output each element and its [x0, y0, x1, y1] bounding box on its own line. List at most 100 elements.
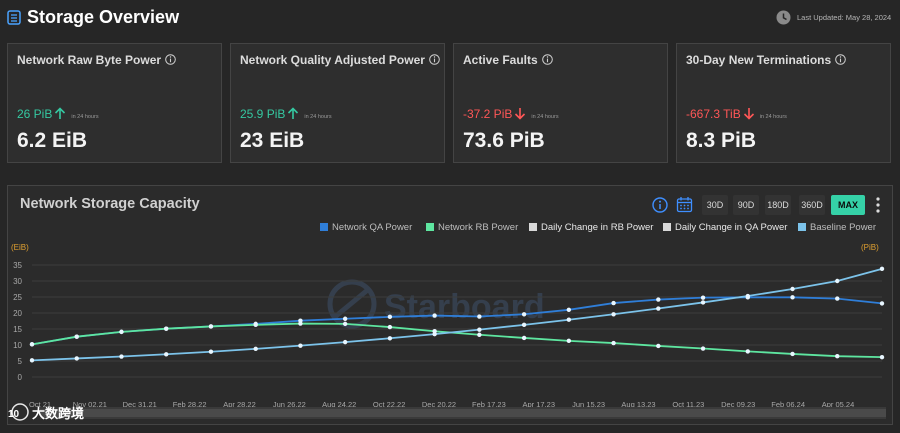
data-point[interactable] — [29, 342, 35, 347]
data-point[interactable] — [521, 322, 527, 328]
info-icon[interactable] — [541, 54, 553, 65]
data-point[interactable] — [74, 334, 79, 339]
data-point[interactable] — [298, 321, 303, 326]
data-point[interactable] — [745, 349, 750, 354]
data-point[interactable] — [835, 278, 840, 284]
data-point[interactable] — [879, 354, 885, 360]
data-point[interactable] — [298, 343, 303, 348]
change-value: -37.2 PiB — [463, 107, 513, 121]
data-point[interactable] — [611, 340, 616, 346]
data-point[interactable] — [342, 339, 348, 345]
data-point[interactable] — [521, 312, 527, 317]
data-point[interactable] — [700, 295, 706, 300]
legend-item-qa-power[interactable]: Network QA Power — [320, 222, 412, 233]
data-point[interactable] — [74, 356, 79, 361]
change-suffix: in 24 hours — [531, 114, 559, 120]
data-point[interactable] — [342, 316, 348, 321]
data-point[interactable] — [477, 332, 482, 337]
last-updated-text: Last Updated: May 28, 2024 — [797, 13, 892, 22]
data-point[interactable] — [566, 307, 572, 312]
legend-item-baseline-power[interactable]: Baseline Power — [798, 222, 876, 233]
data-point[interactable] — [835, 296, 840, 301]
legend-swatch — [320, 223, 328, 231]
range-button-90d[interactable]: 90D — [733, 195, 759, 215]
arrow-down-icon — [743, 108, 754, 120]
info-icon[interactable] — [429, 54, 440, 65]
data-point[interactable] — [119, 329, 124, 335]
data-point[interactable] — [790, 351, 795, 357]
data-point[interactable] — [253, 322, 258, 328]
legend-swatch — [529, 223, 537, 231]
change-value: 25.9 PiB — [240, 107, 286, 121]
data-point[interactable] — [700, 300, 706, 305]
legend-item-rb-power[interactable]: Network RB Power — [426, 222, 518, 233]
y-tick-label: 35 — [13, 261, 22, 270]
y-tick-label: 5 — [18, 357, 23, 366]
y-tick-label: 30 — [13, 277, 22, 286]
metric-value: 6.2 EiB — [17, 129, 88, 152]
data-point[interactable] — [432, 331, 437, 337]
data-point[interactable] — [611, 312, 616, 317]
data-point[interactable] — [521, 335, 527, 341]
data-point[interactable] — [879, 266, 885, 272]
data-point[interactable] — [253, 346, 258, 352]
data-point[interactable] — [656, 297, 661, 302]
data-point[interactable] — [879, 301, 885, 306]
page-title: Storage Overview — [27, 7, 180, 27]
data-point[interactable] — [387, 324, 393, 330]
calendar-icon[interactable] — [676, 196, 693, 213]
right-axis-unit: (PiB) — [861, 243, 879, 252]
x-tick-label: Oct 21 — [29, 400, 51, 409]
info-icon[interactable] — [165, 54, 176, 65]
data-point[interactable] — [566, 338, 572, 344]
x-tick-label: Dec 09.23 — [721, 400, 755, 409]
clock-icon — [776, 10, 791, 25]
series-line — [31, 267, 883, 362]
data-point[interactable] — [208, 324, 214, 329]
data-point[interactable] — [477, 327, 482, 332]
watermark-logo: Starboard — [327, 279, 545, 329]
data-point[interactable] — [566, 317, 572, 322]
data-point[interactable] — [387, 314, 393, 320]
data-point[interactable] — [477, 314, 482, 319]
data-point[interactable] — [700, 346, 706, 351]
data-point[interactable] — [387, 336, 393, 341]
legend-item-daily-change-rb[interactable]: Daily Change in RB Power — [529, 222, 653, 233]
x-tick-label: Oct 11.23 — [672, 400, 704, 409]
x-tick-label: Jun 26.22 — [273, 400, 306, 409]
legend-item-daily-change-qa[interactable]: Daily Change in QA Power — [663, 222, 787, 233]
data-point[interactable] — [119, 354, 124, 359]
range-button-max[interactable]: MAX — [831, 195, 865, 215]
data-point[interactable] — [611, 300, 616, 306]
data-point[interactable] — [208, 349, 214, 354]
data-point[interactable] — [164, 326, 169, 331]
change-suffix: in 24 hours — [759, 114, 787, 120]
data-point[interactable] — [656, 306, 661, 311]
info-icon[interactable] — [652, 197, 668, 213]
range-button-180d[interactable]: 180D — [765, 195, 791, 215]
x-tick-label: Apr 05.24 — [822, 400, 855, 409]
info-icon[interactable] — [835, 54, 846, 65]
scroll-bar[interactable] — [40, 407, 886, 419]
data-point[interactable] — [29, 358, 35, 363]
arrow-up-icon — [55, 107, 66, 119]
y-tick-label: 20 — [13, 309, 22, 318]
data-point[interactable] — [790, 295, 795, 300]
range-button-30d[interactable]: 30D — [702, 195, 728, 215]
metric-card-active-faults: Active Faults -37.2 PiB in 24 hours 73.6 … — [453, 43, 668, 163]
data-point[interactable] — [164, 352, 169, 357]
x-tick-label: Feb 28.22 — [173, 400, 207, 409]
data-point[interactable] — [745, 293, 750, 299]
range-button-360d[interactable]: 360D — [799, 195, 825, 215]
data-point[interactable] — [656, 343, 661, 349]
series-line — [31, 322, 883, 359]
card-title: Network Raw Byte Power — [17, 53, 176, 67]
svg-text:Starboard: Starboard — [384, 288, 545, 326]
y-tick-label: 15 — [13, 325, 22, 334]
data-point[interactable] — [790, 286, 795, 292]
data-point[interactable] — [342, 321, 348, 327]
data-point[interactable] — [432, 313, 437, 318]
more-vertical-icon[interactable] — [874, 196, 882, 214]
data-point[interactable] — [835, 354, 840, 359]
